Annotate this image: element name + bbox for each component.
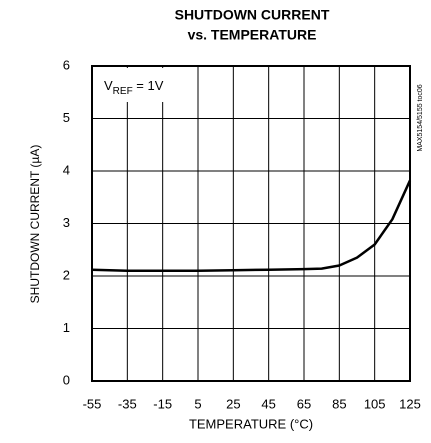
x-tick-label: 65 xyxy=(297,396,311,411)
y-axis-label: SHUTDOWN CURRENT (µA) xyxy=(28,145,42,304)
plot-frame xyxy=(91,65,411,382)
annotation-main: V xyxy=(104,78,113,93)
x-tick-label: 85 xyxy=(332,396,346,411)
x-tick-label: -35 xyxy=(118,396,137,411)
x-tick-label: 25 xyxy=(226,396,240,411)
side-note: MAX5154/5155 toc06 xyxy=(417,84,424,151)
annotation-sub: REF xyxy=(113,86,133,97)
y-tick-label: 0 xyxy=(63,372,70,387)
x-tick-label: 5 xyxy=(194,396,201,411)
chart-title: SHUTDOWN CURRENT xyxy=(175,7,330,23)
data-line xyxy=(91,179,412,272)
y-tick-label: 1 xyxy=(63,320,70,335)
y-tick-label: 3 xyxy=(63,215,70,230)
annotation-box xyxy=(94,68,196,102)
chart-subtitle: vs. TEMPERATURE xyxy=(188,27,317,43)
x-tick-label: -15 xyxy=(153,396,172,411)
y-tick-label: 5 xyxy=(63,110,70,125)
x-tick-label: -55 xyxy=(83,396,102,411)
annotation: VREF = 1V xyxy=(104,78,164,96)
y-tick-label: 6 xyxy=(63,57,70,72)
x-axis-label: TEMPERATURE (°C) xyxy=(189,416,313,431)
x-tick-label: 105 xyxy=(364,396,386,411)
x-tick-label: 125 xyxy=(399,396,421,411)
y-tick-label: 4 xyxy=(63,162,70,177)
x-tick-label: 45 xyxy=(261,396,275,411)
annotation-rest: = 1V xyxy=(133,78,164,93)
y-tick-label: 2 xyxy=(63,267,70,282)
